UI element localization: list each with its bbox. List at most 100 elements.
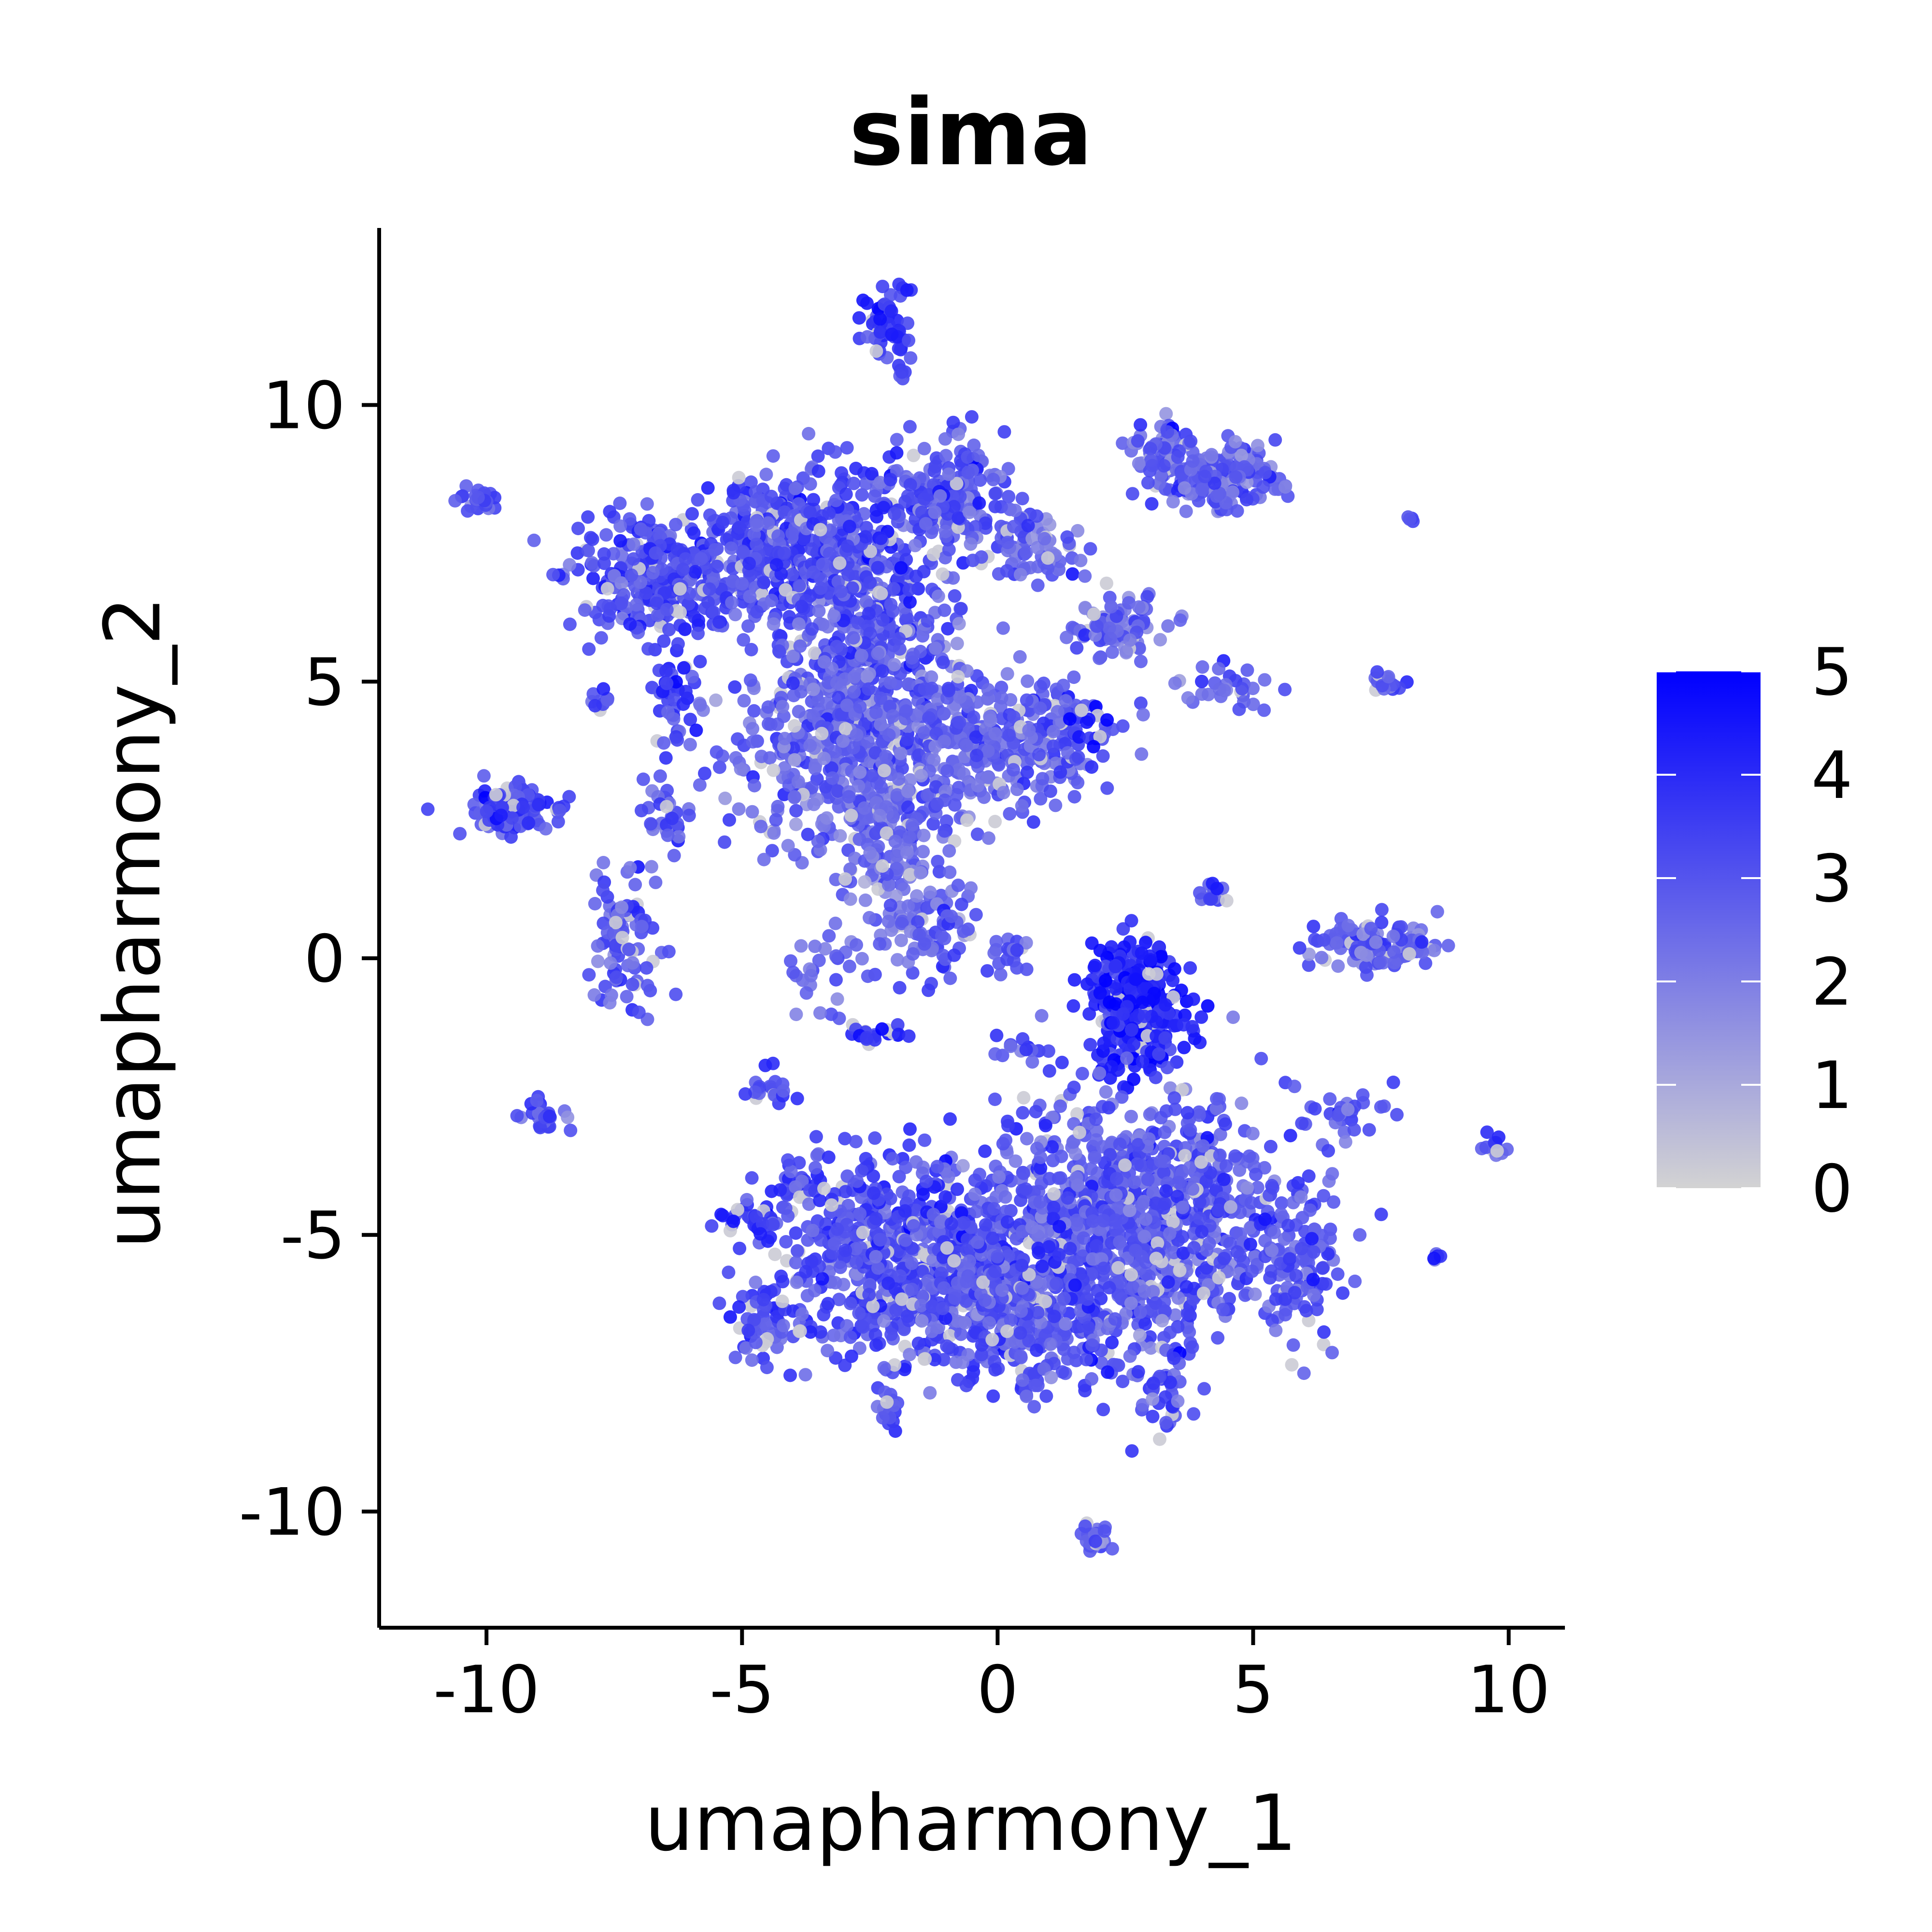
data-point xyxy=(828,445,842,459)
data-point xyxy=(829,973,843,987)
data-point xyxy=(820,696,834,710)
data-point xyxy=(928,641,942,655)
data-point xyxy=(913,866,927,880)
data-point xyxy=(421,802,435,816)
data-point xyxy=(694,552,708,566)
data-point xyxy=(1124,914,1138,928)
data-point xyxy=(1137,1009,1151,1023)
data-point xyxy=(1059,694,1073,708)
data-point xyxy=(1145,497,1159,511)
data-point xyxy=(850,728,864,742)
data-point xyxy=(947,948,961,962)
data-point xyxy=(774,1269,788,1283)
data-point xyxy=(1093,652,1107,665)
data-point xyxy=(1056,679,1070,693)
data-point xyxy=(1353,1228,1367,1242)
data-point xyxy=(1046,1153,1060,1167)
data-point xyxy=(902,1029,916,1043)
data-point xyxy=(759,468,773,482)
data-point xyxy=(702,582,716,596)
data-point xyxy=(767,826,781,840)
data-point xyxy=(542,1109,556,1123)
data-point xyxy=(922,983,936,997)
data-point xyxy=(1141,476,1155,490)
data-point xyxy=(1149,1070,1163,1084)
data-point xyxy=(746,722,760,736)
data-point xyxy=(1136,708,1150,722)
data-point xyxy=(1078,569,1092,583)
data-point xyxy=(661,705,675,719)
data-point xyxy=(994,967,1008,981)
data-point xyxy=(990,1028,1004,1042)
data-point xyxy=(899,704,913,718)
data-point xyxy=(858,875,872,889)
data-point xyxy=(767,763,781,777)
data-point xyxy=(1036,772,1050,786)
data-point xyxy=(597,856,611,869)
data-point xyxy=(862,667,876,681)
data-point xyxy=(1041,551,1055,565)
data-point xyxy=(766,449,780,463)
data-point xyxy=(1020,962,1034,976)
data-point xyxy=(1008,503,1022,517)
data-point xyxy=(917,565,931,579)
data-point xyxy=(748,779,761,793)
data-point xyxy=(1020,693,1034,707)
data-point xyxy=(790,1244,804,1258)
data-point xyxy=(852,832,867,846)
data-point xyxy=(806,682,820,696)
data-point xyxy=(830,992,844,1006)
data-point xyxy=(785,526,799,540)
data-point xyxy=(873,325,887,339)
data-point xyxy=(553,803,567,817)
data-point xyxy=(938,793,952,807)
data-point xyxy=(916,1188,930,1202)
data-point xyxy=(516,800,530,814)
data-point xyxy=(1127,1072,1141,1086)
data-point xyxy=(632,1005,646,1019)
data-point xyxy=(1229,470,1243,484)
data-point xyxy=(917,726,931,740)
data-point xyxy=(650,597,664,611)
data-point xyxy=(1007,520,1021,534)
data-point xyxy=(951,1182,964,1196)
data-point xyxy=(1000,564,1014,578)
data-point xyxy=(613,534,627,548)
data-point xyxy=(840,698,854,712)
data-point xyxy=(1359,960,1373,974)
data-point xyxy=(905,818,919,832)
data-point xyxy=(1083,1037,1097,1051)
data-point xyxy=(921,614,935,628)
data-point xyxy=(1160,1061,1174,1075)
data-point xyxy=(698,767,711,781)
data-point xyxy=(477,769,491,783)
data-point xyxy=(864,544,877,558)
data-point xyxy=(861,969,875,983)
data-point xyxy=(894,561,908,575)
data-point xyxy=(728,680,742,694)
data-point xyxy=(1201,999,1215,1013)
data-point xyxy=(1374,1208,1388,1222)
data-point xyxy=(563,617,577,631)
data-point xyxy=(919,1174,933,1188)
data-point xyxy=(750,605,764,619)
data-point xyxy=(886,709,900,723)
data-point xyxy=(1100,576,1113,590)
data-point xyxy=(1049,798,1063,812)
data-point xyxy=(938,525,952,539)
data-point xyxy=(786,676,800,690)
data-point xyxy=(628,878,642,892)
data-point xyxy=(867,489,881,503)
data-point xyxy=(1026,815,1040,829)
data-point xyxy=(815,1272,829,1286)
data-point xyxy=(731,732,745,746)
data-point xyxy=(1132,456,1146,470)
data-point xyxy=(838,1358,852,1372)
data-point xyxy=(802,426,816,440)
data-point xyxy=(741,1323,755,1337)
data-point xyxy=(532,797,546,811)
data-point xyxy=(1185,1020,1199,1034)
data-point xyxy=(626,537,640,551)
data-point xyxy=(898,1204,912,1218)
data-point xyxy=(1075,703,1088,717)
